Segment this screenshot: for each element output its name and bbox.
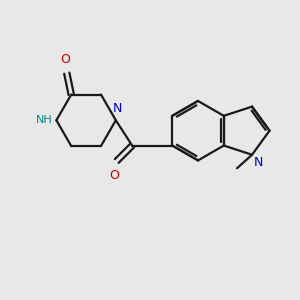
Text: N: N [254, 156, 263, 169]
Text: N: N [112, 102, 122, 115]
Text: O: O [60, 53, 70, 66]
Text: NH: NH [36, 115, 53, 125]
Text: O: O [110, 169, 119, 182]
